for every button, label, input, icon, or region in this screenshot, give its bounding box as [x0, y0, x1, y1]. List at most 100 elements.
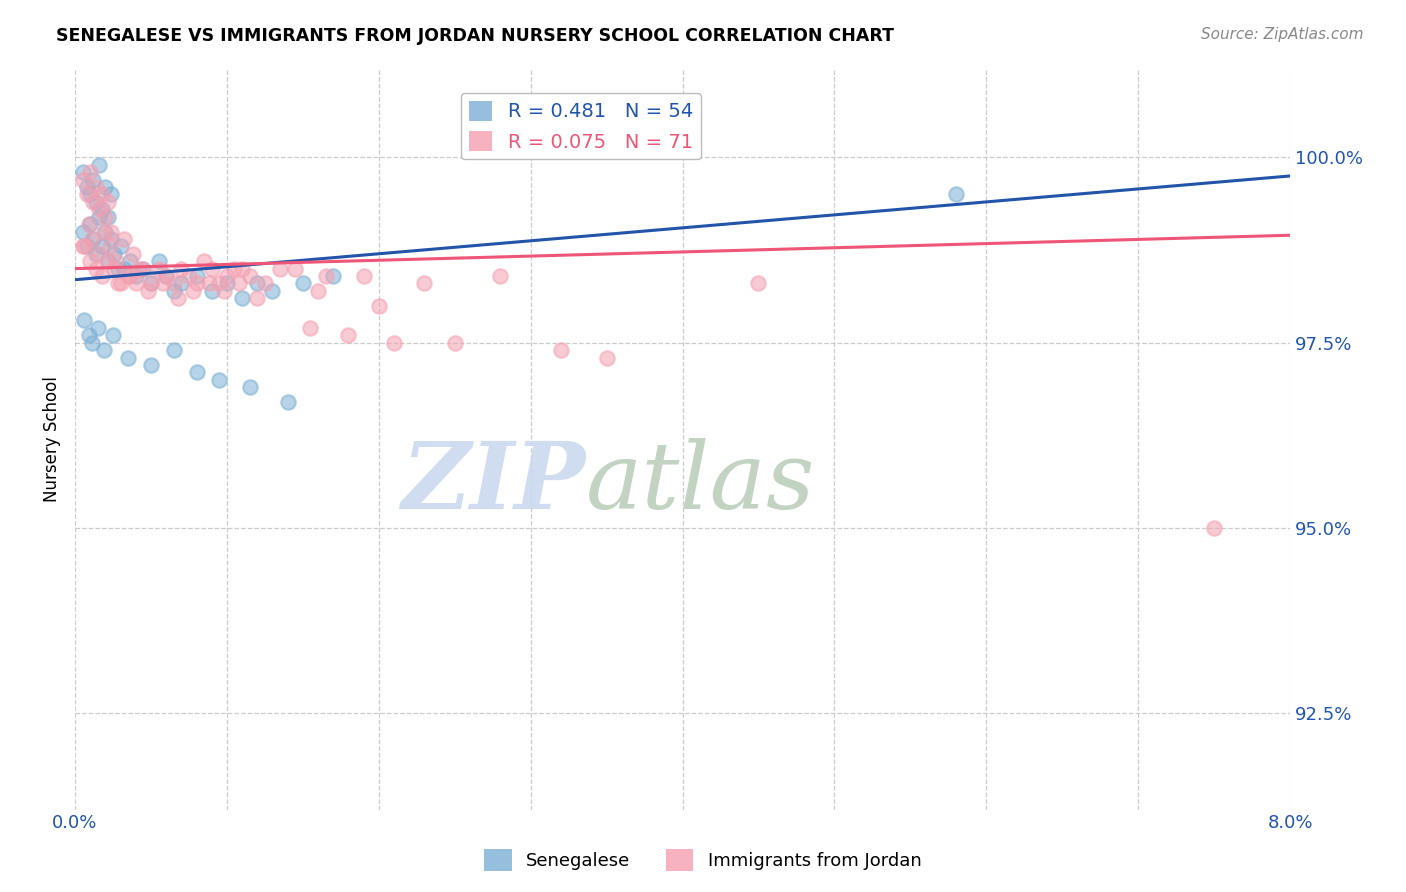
- Point: [163, 284, 186, 298]
- Point: [201, 261, 224, 276]
- Text: atlas: atlas: [585, 439, 815, 528]
- Point: [73, 313, 96, 327]
- Point: [489, 268, 512, 283]
- Point: [367, 299, 389, 313]
- Point: [97, 254, 120, 268]
- Point: [79, 187, 101, 202]
- Point: [100, 225, 122, 239]
- Point: [73, 239, 96, 253]
- Point: [139, 277, 162, 291]
- Point: [84, 247, 107, 261]
- Point: [77, 217, 100, 231]
- Text: SENEGALESE VS IMMIGRANTS FROM JORDAN NURSERY SCHOOL CORRELATION CHART: SENEGALESE VS IMMIGRANTS FROM JORDAN NUR…: [56, 27, 894, 45]
- Point: [110, 277, 132, 291]
- Point: [253, 277, 276, 291]
- Point: [155, 268, 177, 283]
- Point: [82, 172, 104, 186]
- Point: [291, 277, 314, 291]
- Point: [100, 232, 122, 246]
- Point: [163, 277, 186, 291]
- Point: [231, 291, 253, 305]
- Point: [197, 277, 219, 291]
- Point: [136, 284, 159, 298]
- Point: [1202, 521, 1225, 535]
- Point: [132, 261, 155, 276]
- Text: Source: ZipAtlas.com: Source: ZipAtlas.com: [1201, 27, 1364, 42]
- Point: [239, 380, 262, 394]
- Point: [77, 328, 100, 343]
- Point: [87, 247, 110, 261]
- Legend: Senegalese, Immigrants from Jordan: Senegalese, Immigrants from Jordan: [477, 842, 929, 879]
- Point: [76, 180, 98, 194]
- Point: [91, 202, 114, 217]
- Point: [215, 268, 238, 283]
- Point: [72, 172, 94, 186]
- Point: [91, 239, 114, 253]
- Point: [139, 358, 162, 372]
- Point: [139, 277, 162, 291]
- Point: [87, 321, 110, 335]
- Point: [79, 217, 101, 231]
- Point: [208, 277, 231, 291]
- Point: [103, 247, 125, 261]
- Point: [269, 261, 291, 276]
- Point: [155, 268, 177, 283]
- Point: [100, 187, 122, 202]
- Point: [186, 277, 208, 291]
- Point: [94, 225, 117, 239]
- Point: [72, 225, 94, 239]
- Point: [72, 239, 94, 253]
- Point: [747, 277, 769, 291]
- Point: [131, 261, 153, 276]
- Point: [443, 335, 465, 350]
- Point: [177, 268, 200, 283]
- Point: [148, 261, 170, 276]
- Point: [72, 165, 94, 179]
- Point: [125, 277, 148, 291]
- Point: [186, 365, 208, 379]
- Point: [208, 373, 231, 387]
- Point: [112, 261, 135, 276]
- Point: [315, 268, 337, 283]
- Point: [82, 194, 104, 209]
- Point: [299, 321, 322, 335]
- Point: [118, 254, 141, 268]
- Point: [76, 239, 98, 253]
- Point: [93, 343, 115, 357]
- Point: [94, 210, 117, 224]
- Point: [183, 284, 205, 298]
- Point: [239, 268, 262, 283]
- Point: [89, 202, 111, 217]
- Point: [79, 254, 101, 268]
- Point: [277, 395, 299, 409]
- Point: [224, 261, 246, 276]
- Point: [101, 328, 124, 343]
- Point: [110, 239, 132, 253]
- Point: [117, 351, 139, 365]
- Point: [97, 210, 120, 224]
- Y-axis label: Nursery School: Nursery School: [44, 376, 60, 502]
- Point: [228, 277, 250, 291]
- Point: [246, 277, 269, 291]
- Point: [91, 187, 114, 202]
- Point: [89, 210, 111, 224]
- Point: [112, 232, 135, 246]
- Point: [170, 277, 193, 291]
- Point: [117, 268, 139, 283]
- Point: [107, 261, 129, 276]
- Point: [89, 158, 111, 172]
- Point: [107, 277, 129, 291]
- Point: [82, 232, 104, 246]
- Point: [84, 261, 107, 276]
- Text: ZIP: ZIP: [401, 439, 585, 528]
- Point: [79, 165, 101, 179]
- Point: [231, 261, 253, 276]
- Point: [76, 187, 98, 202]
- Point: [128, 261, 150, 276]
- Point: [413, 277, 436, 291]
- Point: [98, 239, 121, 253]
- Point: [121, 247, 143, 261]
- Point: [382, 335, 405, 350]
- Point: [322, 268, 344, 283]
- Point: [103, 261, 125, 276]
